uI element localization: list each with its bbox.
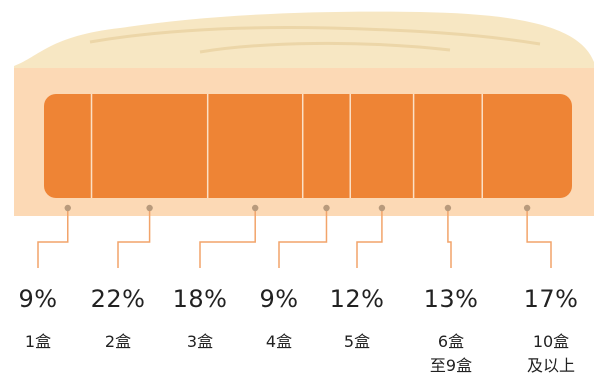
bar-segment-3 [207,94,303,198]
value-label: 18% [172,285,228,313]
bar-segment-4 [302,94,351,198]
value-label: 9% [259,285,299,313]
bar-segment-2 [91,94,208,198]
category-label: 5盒 [343,332,371,351]
bar-segment-7 [482,94,572,198]
leader-dot [146,204,153,212]
leader-line [278,208,328,268]
value-label: 22% [90,285,146,313]
leader-dot [378,204,386,212]
leader-line [199,208,256,268]
leader-line [37,208,69,268]
category-label: 6盒 至9盒 [429,332,473,375]
leader-line [526,208,552,268]
mooncake-crust-swirl [89,26,541,46]
bar-segments [44,94,572,198]
bar-segment-6 [413,94,483,198]
category-label: 3盒 [186,332,214,351]
leader-line [117,208,151,268]
category-label: 4盒 [265,332,293,351]
mooncake-crust-swirl [199,41,451,54]
value-label: 17% [523,285,579,313]
value-label: 9% [18,285,58,313]
leader-lines [37,204,552,268]
leader-dot [444,204,452,212]
value-label: 13% [423,285,479,313]
mooncake-top-crust [14,11,594,72]
value-label: 12% [329,285,385,313]
bar-segment-5 [350,94,414,198]
category-label: 2盒 [104,332,132,351]
leader-line [447,208,452,268]
category-label: 10盒 及以上 [526,332,575,375]
leader-dot [252,204,259,212]
leader-line [356,208,383,268]
bar-segment-1 [44,94,92,198]
category-label: 1盒 [24,332,52,351]
leader-dot [64,204,71,212]
leader-dot [323,204,330,212]
leader-dot [523,204,531,212]
